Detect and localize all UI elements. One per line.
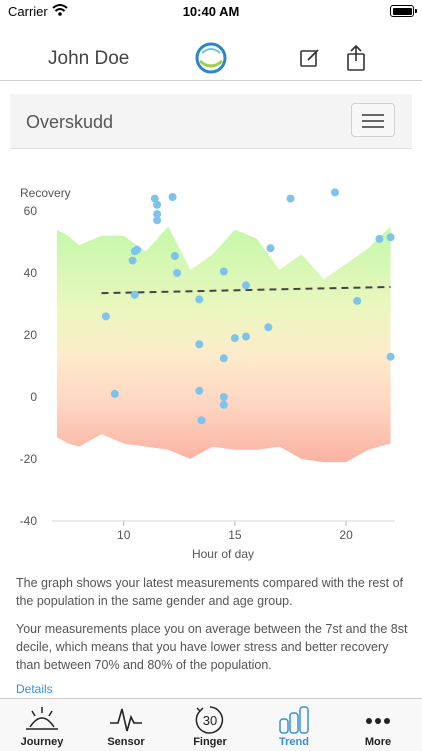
tab-trend[interactable]: Trend <box>252 699 336 751</box>
app-logo-icon <box>195 42 227 74</box>
data-point <box>242 332 250 341</box>
data-point <box>219 393 228 401</box>
data-point <box>286 194 295 203</box>
data-point <box>264 323 273 332</box>
data-point <box>170 252 179 260</box>
data-point <box>153 216 162 225</box>
data-point <box>375 234 384 243</box>
tab-journey[interactable]: Journey <box>0 699 84 751</box>
battery-icon <box>390 5 417 17</box>
data-point <box>195 340 204 349</box>
data-point <box>219 400 228 409</box>
data-point <box>230 334 239 343</box>
status-time: 10:40 AM <box>182 4 240 19</box>
x-tick-label: 20 <box>339 528 353 542</box>
data-point <box>153 200 162 209</box>
card-title: Overskudd <box>26 112 114 132</box>
description-paragraph-2: Your measurements place you on average b… <box>16 622 408 672</box>
x-tick-label: 10 <box>117 528 131 542</box>
tab-more[interactable]: More <box>336 699 420 751</box>
data-point <box>266 244 275 253</box>
data-point <box>195 295 204 304</box>
population-band <box>57 226 391 463</box>
data-point <box>168 193 177 201</box>
data-point <box>128 256 137 265</box>
data-point <box>130 290 139 299</box>
bar-chart-icon <box>279 706 309 734</box>
data-point <box>219 267 228 276</box>
card-header: Overskudd <box>10 94 412 149</box>
edit-icon[interactable] <box>298 46 322 70</box>
data-point <box>242 281 250 290</box>
tab-label: Trend <box>279 736 309 748</box>
data-point <box>101 312 110 321</box>
timer-30-text: 30 <box>203 713 217 728</box>
wifi-icon <box>52 4 68 16</box>
menu-line-icon <box>362 120 384 122</box>
y-tick-label: 0 <box>30 390 37 404</box>
data-point <box>195 386 204 395</box>
share-icon[interactable] <box>344 44 368 72</box>
menu-line-icon <box>362 114 384 116</box>
tab-sensor[interactable]: Sensor <box>84 699 168 751</box>
y-tick-label: -40 <box>20 514 38 528</box>
tab-finger[interactable]: 30 Finger <box>168 699 252 751</box>
data-point <box>153 210 162 219</box>
timer-30-icon: 30 <box>195 706 224 734</box>
y-tick-label: 60 <box>24 204 38 218</box>
heartbeat-icon <box>110 708 142 732</box>
tab-label: More <box>364 736 392 748</box>
hamburger-menu-button[interactable] <box>351 103 395 137</box>
x-tick-label: 15 <box>228 528 242 542</box>
data-point <box>353 296 362 305</box>
tab-label: Finger <box>193 736 227 748</box>
x-axis-label: Hour of day <box>192 547 254 561</box>
carrier-label: Carrier <box>8 4 48 19</box>
y-tick-label: 20 <box>24 328 38 342</box>
recovery-chart: Recovery 10 15 20 60 40 20 0 -20 -40 Hour of day <box>0 150 422 570</box>
data-point <box>150 194 159 203</box>
data-point <box>110 389 119 398</box>
data-point <box>133 245 142 254</box>
description-paragraph-1: The graph shows your latest measurements… <box>16 576 403 608</box>
y-tick-label: 40 <box>24 266 38 280</box>
data-point <box>386 233 395 242</box>
chart-description: The graph shows your latest measurements… <box>16 574 412 684</box>
tab-label: Journey <box>20 736 64 748</box>
menu-line-icon <box>362 126 384 128</box>
data-point <box>386 352 395 361</box>
trend-line <box>101 285 391 295</box>
data-point <box>197 416 206 425</box>
recovery-chart-svg: Recovery 10 15 20 60 40 20 0 -20 -40 Hour of day <box>20 186 395 561</box>
y-tick-label: -20 <box>20 452 38 466</box>
data-point <box>331 188 339 197</box>
details-link[interactable]: Details <box>16 682 53 696</box>
data-point <box>219 354 228 363</box>
nav-bar: John Doe <box>0 24 422 81</box>
tab-label: Sensor <box>107 736 145 748</box>
data-point <box>173 269 182 277</box>
user-name[interactable]: John Doe <box>48 48 130 69</box>
status-bar: Carrier 10:40 AM <box>0 0 422 24</box>
more-dots-icon <box>366 718 390 724</box>
y-axis-label: Recovery <box>20 186 71 200</box>
tab-bar: Journey Sensor 30 Finger Trend More <box>0 698 422 751</box>
sunrise-icon <box>26 707 58 730</box>
